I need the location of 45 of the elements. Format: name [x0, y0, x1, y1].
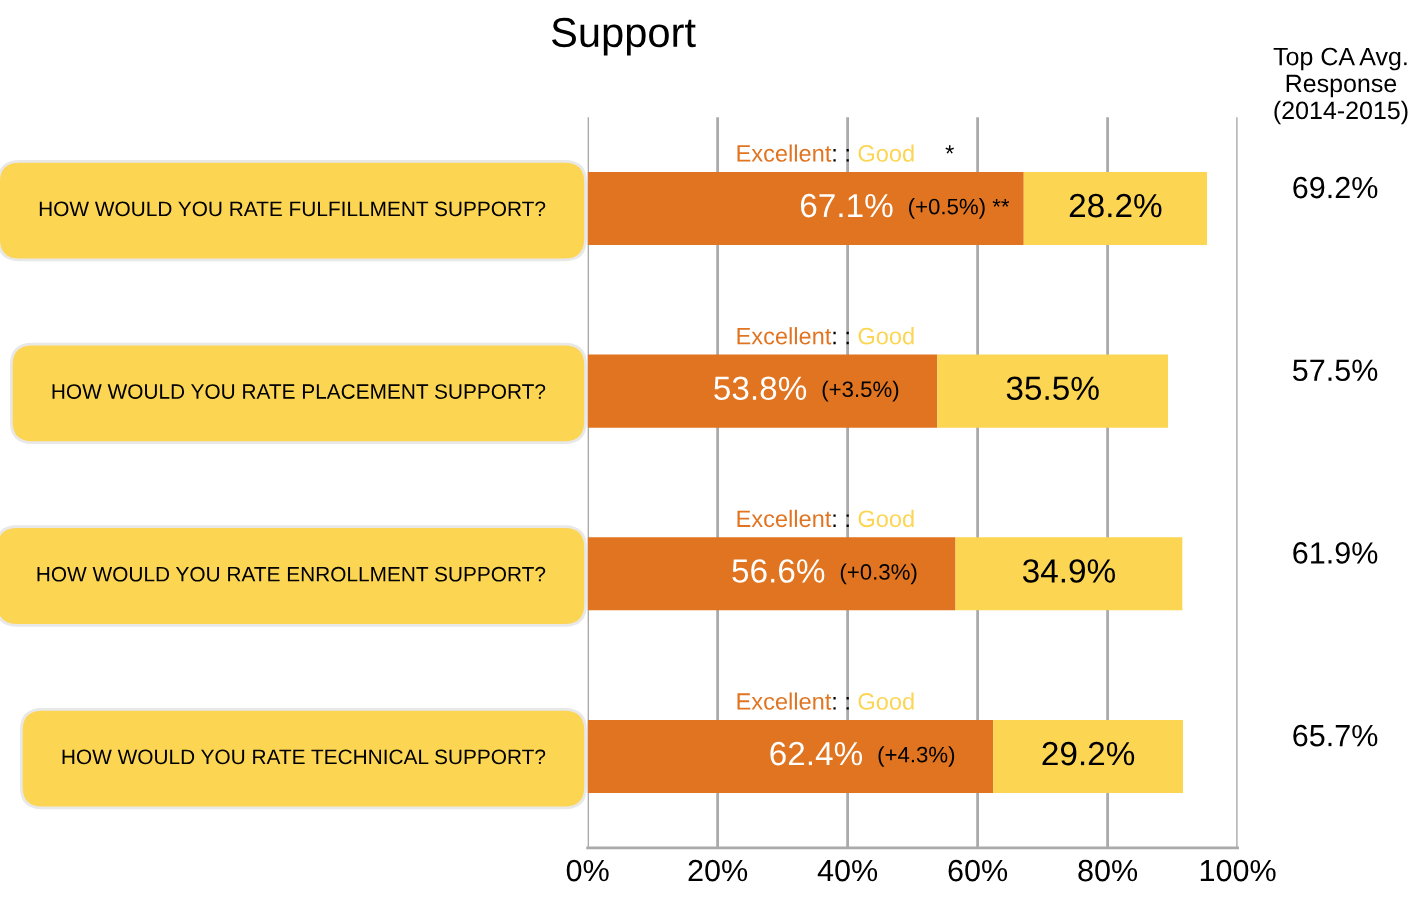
y-tick-label: HOW WOULD YOU RATE PLACEMENT SUPPORT? — [52, 384, 546, 399]
text: : : — [833, 514, 849, 527]
text: Good — [858, 509, 914, 528]
annotation: * — [945, 145, 954, 154]
annotation: (+0.5%) ** — [909, 198, 1010, 219]
x-tick-label: 40% — [817, 859, 878, 882]
text: 61.9% — [1293, 542, 1378, 564]
data-label: 62.4% — [770, 741, 863, 766]
bar — [1023, 171, 1208, 245]
data-label: 28.2% — [1069, 193, 1162, 218]
bar — [955, 537, 1183, 611]
x-tick-label: 0% — [566, 859, 609, 882]
text: Excellent — [737, 692, 832, 710]
data-label: 34.9% — [1022, 559, 1115, 583]
text: 65.7% — [1293, 724, 1378, 747]
text: Top CA Avg. Response (2014-2015) — [1273, 47, 1408, 125]
text: Good — [858, 692, 914, 710]
x-tick-label: 60% — [948, 859, 1008, 882]
series-label: Excellent — [737, 144, 832, 162]
text: : : — [833, 331, 849, 345]
x-tick-label: 100% — [1200, 859, 1276, 882]
data-label: 53.8% — [714, 376, 807, 401]
data-label: 67.1% — [800, 193, 893, 218]
text: Good — [858, 144, 914, 162]
text: 69.2% — [1293, 176, 1378, 199]
data-label: 35.5% — [1006, 376, 1099, 401]
data-label: 29.2% — [1042, 741, 1135, 766]
x-tick-label: 20% — [688, 859, 748, 882]
text: 57.5% — [1292, 359, 1378, 382]
bar — [937, 354, 1169, 428]
annotation: (+0.3%) — [840, 563, 917, 585]
chart-title: Support — [551, 17, 696, 56]
annotation: (+3.5%) — [822, 380, 899, 402]
text: : : — [833, 697, 849, 710]
x-tick-label: 80% — [1078, 859, 1138, 882]
y-tick-label: HOW WOULD YOU RATE FULFILLMENT SUPPORT? — [39, 201, 546, 217]
bar — [993, 719, 1183, 794]
text: Excellent — [737, 509, 832, 528]
text: Excellent — [737, 327, 832, 345]
annotation: (+4.3%) — [878, 746, 955, 767]
annotation: : : — [833, 149, 849, 162]
y-tick-label: HOW WOULD YOU RATE TECHNICAL SUPPORT? — [62, 749, 546, 765]
y-tick-label: HOW WOULD YOU RATE ENROLLMENT SUPPORT? — [37, 566, 546, 582]
data-label: 56.6% — [732, 559, 825, 583]
series-label: Good — [858, 327, 914, 345]
